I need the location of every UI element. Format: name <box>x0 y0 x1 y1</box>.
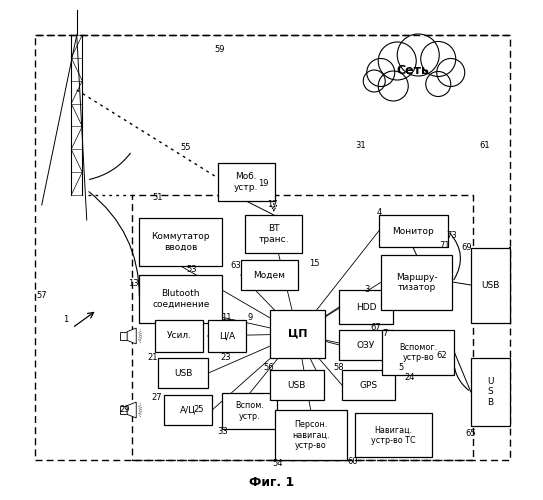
Text: 19: 19 <box>258 178 269 188</box>
FancyBboxPatch shape <box>207 320 246 352</box>
Text: 13: 13 <box>129 278 139 287</box>
Text: HDD: HDD <box>356 302 376 312</box>
Text: Вспомог.
устр-во: Вспомог. устр-во <box>399 343 438 362</box>
FancyBboxPatch shape <box>158 358 209 388</box>
FancyBboxPatch shape <box>270 370 324 400</box>
Text: 55: 55 <box>180 144 191 152</box>
FancyBboxPatch shape <box>471 358 509 426</box>
FancyBboxPatch shape <box>222 393 277 429</box>
Text: Навигац.
устр-во ТС: Навигац. устр-во ТС <box>371 426 416 444</box>
Text: 63: 63 <box>231 260 242 270</box>
FancyBboxPatch shape <box>164 395 212 425</box>
Circle shape <box>437 58 465 86</box>
FancyBboxPatch shape <box>339 290 393 324</box>
FancyBboxPatch shape <box>471 248 509 323</box>
Text: 5: 5 <box>398 364 403 372</box>
FancyBboxPatch shape <box>140 218 222 266</box>
FancyBboxPatch shape <box>270 310 325 358</box>
Text: 27: 27 <box>151 394 162 402</box>
Text: 9: 9 <box>247 314 252 322</box>
FancyBboxPatch shape <box>241 260 298 290</box>
Text: 4: 4 <box>376 208 381 218</box>
Text: 33: 33 <box>217 428 228 436</box>
FancyArrowPatch shape <box>89 192 140 296</box>
Text: GPS: GPS <box>359 380 378 390</box>
Text: 21: 21 <box>147 354 157 362</box>
Text: Монитор: Монитор <box>393 226 434 235</box>
Text: 58: 58 <box>334 364 344 372</box>
Text: Ц/А: Ц/А <box>219 332 235 340</box>
FancyArrowPatch shape <box>454 355 469 390</box>
Ellipse shape <box>373 56 458 86</box>
Text: 71: 71 <box>440 240 450 250</box>
Text: 25: 25 <box>193 406 204 414</box>
Text: Усил.: Усил. <box>167 332 192 340</box>
Text: 73: 73 <box>446 230 457 239</box>
Text: 31: 31 <box>355 140 365 149</box>
FancyBboxPatch shape <box>379 215 448 247</box>
Text: 17: 17 <box>267 200 277 209</box>
FancyBboxPatch shape <box>339 330 393 360</box>
Circle shape <box>426 72 451 96</box>
Text: 15: 15 <box>309 258 320 268</box>
Text: 60: 60 <box>348 458 358 466</box>
Text: ЦП: ЦП <box>288 329 307 339</box>
Text: 59: 59 <box>214 46 225 54</box>
Circle shape <box>363 70 385 92</box>
FancyBboxPatch shape <box>140 275 222 323</box>
Text: Коммутатор
вводов: Коммутатор вводов <box>151 232 210 252</box>
Text: 51: 51 <box>153 194 163 202</box>
Polygon shape <box>127 402 136 418</box>
Text: 61: 61 <box>479 140 490 149</box>
Text: USB: USB <box>288 380 306 390</box>
Polygon shape <box>127 328 136 344</box>
Text: 67: 67 <box>371 324 381 332</box>
Text: U
S
B: U S B <box>487 377 494 407</box>
Text: 53: 53 <box>187 266 197 274</box>
Text: Blutooth
соединение: Blutooth соединение <box>152 290 210 308</box>
Circle shape <box>421 42 456 76</box>
Text: ВТ
транс.: ВТ транс. <box>258 224 289 244</box>
FancyBboxPatch shape <box>120 406 127 414</box>
Circle shape <box>367 58 395 86</box>
FancyBboxPatch shape <box>355 413 432 457</box>
FancyBboxPatch shape <box>381 255 452 310</box>
Text: 29: 29 <box>119 406 130 414</box>
Text: 54: 54 <box>272 458 283 468</box>
Text: Модем: Модем <box>253 270 285 280</box>
FancyBboxPatch shape <box>382 330 454 375</box>
Text: Маршру-
тизатор: Маршру- тизатор <box>396 273 437 292</box>
FancyBboxPatch shape <box>120 332 127 340</box>
Text: 62: 62 <box>436 350 447 360</box>
Text: 23: 23 <box>220 354 231 362</box>
Text: Сеть: Сеть <box>397 64 430 78</box>
Text: 3: 3 <box>364 286 369 294</box>
Text: Вспом.
устр.: Вспом. устр. <box>236 402 264 420</box>
Text: 7: 7 <box>382 328 388 338</box>
Text: 69: 69 <box>461 242 471 252</box>
Text: Персон.
навигац.
устр-во: Персон. навигац. устр-во <box>292 420 330 450</box>
Text: ОЗУ: ОЗУ <box>357 340 375 349</box>
Text: Моб.
устр.: Моб. устр. <box>234 172 258 192</box>
Text: А/Ц: А/Ц <box>180 406 196 414</box>
FancyBboxPatch shape <box>275 410 346 460</box>
Text: Фиг. 1: Фиг. 1 <box>249 476 295 488</box>
Text: 11: 11 <box>222 314 232 322</box>
Circle shape <box>378 42 416 80</box>
FancyArrowPatch shape <box>450 233 460 280</box>
Circle shape <box>378 71 408 101</box>
FancyBboxPatch shape <box>155 320 203 352</box>
Text: 65: 65 <box>465 428 476 438</box>
FancyBboxPatch shape <box>218 163 275 201</box>
Circle shape <box>397 34 439 76</box>
FancyArrowPatch shape <box>90 153 130 180</box>
Text: USB: USB <box>481 281 500 290</box>
Text: 24: 24 <box>405 374 415 382</box>
FancyBboxPatch shape <box>245 215 302 253</box>
Text: 1: 1 <box>63 316 68 324</box>
FancyBboxPatch shape <box>342 370 395 400</box>
Text: 56: 56 <box>263 364 274 372</box>
Text: USB: USB <box>174 368 192 378</box>
Text: 57: 57 <box>36 290 47 300</box>
